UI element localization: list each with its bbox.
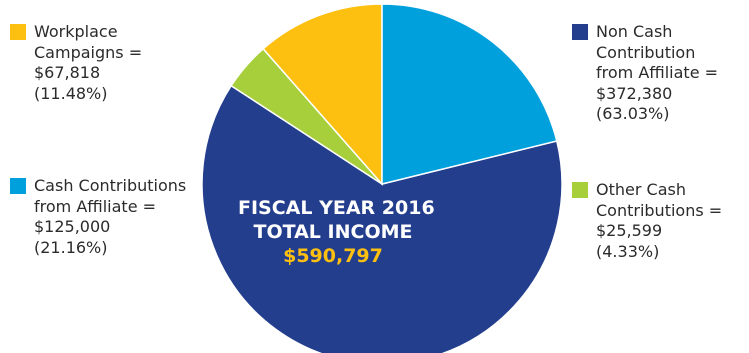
legend-noncash-line-3: from Affiliate = [596, 63, 719, 82]
center-title-line-1: FISCAL YEAR 2016 [238, 197, 435, 219]
legend-noncash-line-5: (63.03%) [596, 104, 670, 123]
legend-workplace-line-1: Workplace [34, 22, 118, 41]
legend-swatch-cash-affiliate [10, 178, 26, 194]
pie-slice-cash-contributions-from-affiliate [381, 3, 558, 185]
legend-cash-affiliate-line-1: Cash Contributions [34, 176, 187, 195]
legend-other-cash-line-3: $25,599 [596, 221, 663, 240]
legend-workplace-campaigns: Workplace Campaigns = $67,818 (11.48%) [10, 22, 175, 104]
legend-noncash-line-1: Non Cash [596, 22, 673, 41]
legend-non-cash-contribution: Non Cash Contribution from Affiliate = $… [572, 22, 747, 125]
legend-workplace-line-4: (11.48%) [34, 83, 108, 103]
pie-center-label: FISCAL YEAR 2016 TOTAL INCOME $590,797 [238, 196, 435, 268]
legend-workplace-line-3: $67,818 [34, 63, 101, 82]
pie-slice-non-cash-contribution-from-affiliate [201, 84, 563, 353]
legend-swatch-other-cash [572, 182, 588, 198]
legend-swatch-workplace [10, 24, 26, 40]
legend-workplace-line-2: Campaigns = [34, 42, 143, 62]
legend-noncash-line-2: Contribution [596, 42, 696, 62]
legend-other-cash-line-1: Other Cash [596, 180, 686, 199]
legend-cash-contributions-affiliate: Cash Contributions from Affiliate = $125… [10, 176, 225, 258]
center-total-value: $590,797 [283, 245, 383, 267]
legend-cash-affiliate-line-2: from Affiliate = [34, 196, 157, 216]
center-title-line-2: TOTAL INCOME [253, 221, 413, 243]
legend-cash-affiliate-line-3: $125,000 [34, 217, 111, 236]
pie-slice-workplace-campaigns [262, 3, 383, 186]
legend-swatch-noncash [572, 24, 588, 40]
legend-other-cash-line-4: (4.33%) [596, 241, 660, 261]
legend-other-cash-line-2: Contributions = [596, 200, 723, 220]
legend-noncash-line-4: $372,380 [596, 83, 673, 103]
legend-other-cash-contributions: Other Cash Contributions = $25,599 (4.33… [572, 180, 747, 262]
legend-cash-affiliate-line-4: (21.16%) [34, 237, 108, 257]
